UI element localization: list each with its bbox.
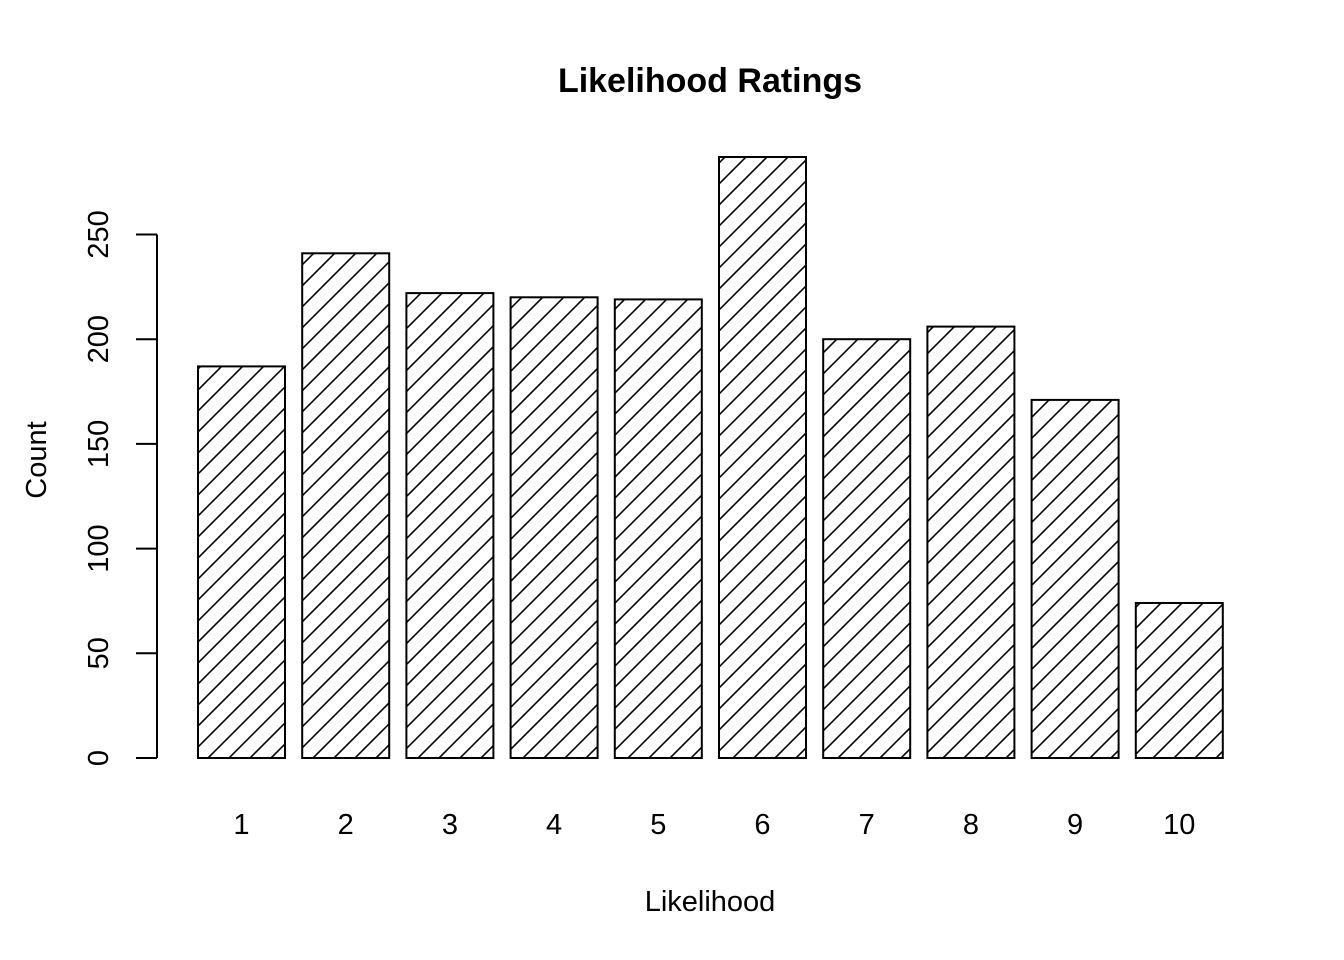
x-tick-label-10: 10 bbox=[1163, 809, 1195, 841]
bar-8 bbox=[926, 325, 1016, 759]
bar-1 bbox=[197, 365, 286, 759]
bar-9 bbox=[1030, 398, 1120, 759]
y-tick-label-0: 0 bbox=[83, 750, 115, 766]
y-tick-label-100: 100 bbox=[83, 524, 115, 572]
y-axis-label: Count bbox=[21, 421, 53, 498]
bar-7 bbox=[822, 338, 912, 759]
y-tick-label-250: 250 bbox=[83, 210, 115, 258]
x-tick-label-8: 8 bbox=[963, 809, 979, 841]
bar-10 bbox=[1134, 602, 1224, 759]
x-tick-label-2: 2 bbox=[338, 809, 354, 841]
bar-5 bbox=[613, 298, 703, 759]
chart-title: Likelihood Ratings bbox=[558, 62, 862, 100]
bar-3 bbox=[405, 292, 495, 759]
x-axis-label: Likelihood bbox=[645, 886, 776, 918]
x-tick-label-3: 3 bbox=[442, 809, 458, 841]
bars bbox=[197, 156, 1224, 760]
x-tick-label-5: 5 bbox=[650, 809, 666, 841]
x-tick-label-1: 1 bbox=[233, 809, 249, 841]
bar-2 bbox=[301, 252, 391, 760]
x-tick-label-9: 9 bbox=[1067, 809, 1083, 841]
x-tick-labels: 1 2 3 4 5 6 7 8 9 10 bbox=[233, 809, 1195, 841]
y-tick-label-200: 200 bbox=[83, 315, 115, 363]
y-tick-label-50: 50 bbox=[83, 637, 115, 669]
x-tick-label-7: 7 bbox=[859, 809, 875, 841]
x-tick-label-4: 4 bbox=[546, 809, 562, 841]
x-tick-label-6: 6 bbox=[754, 809, 770, 841]
bar-6 bbox=[718, 156, 807, 759]
y-tick-label-150: 150 bbox=[83, 420, 115, 468]
y-axis: 0 50 100 150 200 250 bbox=[83, 210, 158, 766]
bar-4 bbox=[509, 296, 599, 759]
